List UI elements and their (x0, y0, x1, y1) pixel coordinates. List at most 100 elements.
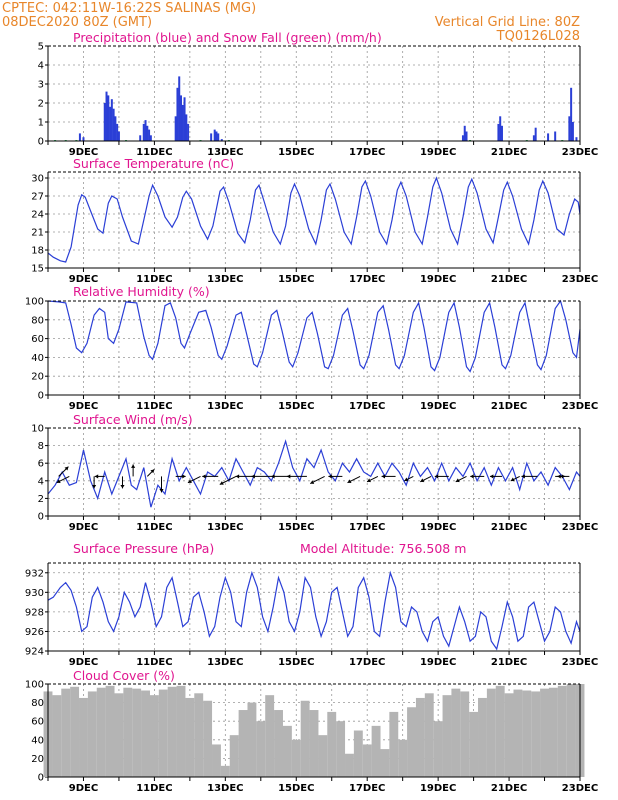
precip-bar (554, 131, 557, 141)
panel-2: Surface Temperature (nC) 15 18 21 24 27 30 9DEC… (31, 156, 598, 285)
y-tick-label: 0 (38, 391, 44, 402)
precip-bar (178, 76, 181, 141)
precip-bar (114, 116, 117, 141)
precip-bar (183, 97, 186, 141)
cloud-bar (451, 688, 461, 777)
wind-arrowhead (94, 474, 99, 479)
precip-bar (534, 127, 537, 141)
precip-bar (568, 116, 571, 141)
x-tick-label: 23DEC (562, 401, 598, 412)
y-tick-label: 15 (31, 264, 44, 275)
cloud-bar (424, 693, 434, 777)
wind-arrowhead (404, 477, 409, 482)
y-tick-label: 0 (38, 773, 44, 784)
precip-bar (220, 139, 223, 141)
precip-bar (570, 87, 573, 141)
x-tick-label: 21DEC (491, 274, 527, 285)
y-tick-label: 60 (31, 717, 44, 728)
precip-bar (105, 91, 108, 141)
precip-bar (465, 131, 468, 141)
cloud-bar (52, 695, 62, 777)
cloud-bar (185, 697, 195, 777)
y-tick-label: 0 (38, 512, 44, 523)
cloud-bar (504, 693, 514, 777)
cloud-bar (398, 739, 408, 777)
x-tick-label: 11DEC (136, 274, 172, 285)
wind-arrowhead (347, 479, 352, 484)
wind-arrowhead (367, 478, 372, 483)
precip-bar (215, 131, 218, 141)
wind-arrowhead (159, 488, 164, 493)
cloud-bar (371, 725, 381, 777)
wind-arrowhead (510, 477, 515, 482)
x-tick-label: 19DEC (420, 522, 456, 533)
y-tick-label: 2 (38, 99, 44, 110)
x-tick-label: 21DEC (491, 783, 527, 794)
precip-bar (78, 133, 81, 141)
panel-title: Cloud Cover (%) (73, 668, 175, 683)
cloud-bar (167, 686, 177, 777)
x-tick-label: 15DEC (278, 783, 314, 794)
x-tick-label: 21DEC (491, 401, 527, 412)
x-tick-label: 17DEC (349, 147, 385, 158)
wind-arrowhead (521, 474, 525, 479)
precip-bar (149, 135, 152, 141)
cloud-bar (469, 711, 479, 777)
cloud-bar (309, 710, 319, 777)
cloud-bar (327, 711, 337, 777)
wind-arrowhead (150, 469, 155, 474)
wind-arrowhead (455, 478, 460, 483)
y-tick-label: 18 (31, 246, 44, 257)
precip-bar (117, 131, 120, 141)
x-tick-label: 13DEC (207, 522, 243, 533)
cloud-bar (540, 688, 549, 777)
y-tick-label: 926 (25, 627, 44, 638)
precip-bar (217, 133, 220, 141)
x-tick-label: 9DEC (69, 147, 98, 158)
precip-bar (148, 129, 151, 141)
x-tick-label: 17DEC (349, 657, 385, 668)
precip-bar (210, 133, 213, 141)
cloud-bar (158, 689, 168, 777)
panel-6: Cloud Cover (%) 0 20 40 60 80 100 9DEC 11DEC 13DE… (25, 668, 598, 794)
y-tick-label: 2 (38, 494, 44, 505)
x-tick-label: 13DEC (207, 274, 243, 285)
precip-bar (82, 137, 85, 141)
y-tick-label: 928 (25, 607, 44, 618)
x-tick-label: 19DEC (420, 274, 456, 285)
precip-bar (181, 104, 184, 141)
y-tick-label: 5 (38, 42, 44, 53)
cloud-bar (380, 749, 390, 777)
y-tick-label: 4 (38, 476, 44, 487)
wind-arrowhead (286, 474, 291, 479)
cloud-bar (300, 700, 310, 777)
cloud-bar (389, 711, 399, 777)
x-tick-label: 9DEC (69, 401, 98, 412)
precip-bar (107, 95, 110, 141)
panel-3: Relative Humidity (%) 0 20 40 60 80 100 9DEC 11D… (25, 284, 598, 412)
x-tick-label: 15DEC (278, 147, 314, 158)
x-tick-label: 17DEC (349, 401, 385, 412)
y-tick-label: 100 (25, 680, 44, 691)
precip-bar (461, 135, 464, 141)
run-date: 08DEC2020 80Z (GMT) (2, 15, 152, 30)
precip-bar (497, 123, 500, 141)
cloud-bar (522, 690, 532, 777)
y-tick-label: 932 (25, 568, 44, 579)
panel-title: Surface Pressure (hPa) (73, 541, 214, 556)
wind-arrowhead (434, 474, 439, 479)
panel-title: Relative Humidity (%) (73, 284, 210, 299)
cloud-bar (362, 744, 372, 777)
precip-bar (575, 137, 578, 141)
x-tick-label: 13DEC (207, 657, 243, 668)
wind-arrowhead (64, 466, 69, 471)
precip-bar (571, 122, 574, 141)
precip-bar (187, 123, 190, 141)
wind-arrowhead (489, 474, 494, 479)
cloud-bar (460, 691, 470, 777)
x-tick-label: 9DEC (69, 783, 98, 794)
x-tick-label: 17DEC (349, 522, 385, 533)
y-tick-label: 40 (31, 353, 44, 364)
precip-bar (146, 125, 149, 141)
